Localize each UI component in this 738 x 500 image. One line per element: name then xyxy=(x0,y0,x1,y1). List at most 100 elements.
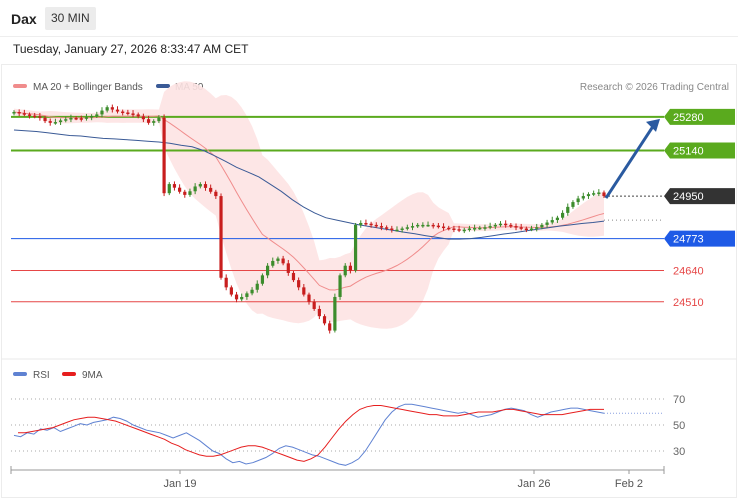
candle xyxy=(400,226,404,233)
symbol-title: Dax xyxy=(11,11,37,27)
candle xyxy=(566,203,570,216)
candle xyxy=(152,119,156,126)
candle xyxy=(457,225,461,233)
candle xyxy=(167,182,171,196)
x-tick-label: Feb 2 xyxy=(615,478,643,490)
candle xyxy=(240,293,244,302)
candle xyxy=(136,112,140,119)
candle xyxy=(462,227,466,234)
candle xyxy=(188,188,192,197)
candle xyxy=(348,262,353,274)
candle xyxy=(22,109,26,117)
candle xyxy=(338,273,342,300)
candle xyxy=(322,314,327,326)
candle xyxy=(291,271,296,283)
candle xyxy=(441,223,446,231)
chart-header: Dax 30 MIN xyxy=(0,0,738,37)
candle xyxy=(12,110,16,116)
candle xyxy=(592,190,596,197)
candle xyxy=(38,112,42,121)
candle xyxy=(410,222,415,231)
candle xyxy=(436,222,440,229)
candle xyxy=(203,181,208,191)
candle xyxy=(193,183,197,195)
bollinger-band xyxy=(14,81,604,329)
candle xyxy=(90,114,94,121)
candle xyxy=(467,225,472,232)
level-tag-24950 xyxy=(664,188,735,205)
candle xyxy=(478,225,482,230)
candle xyxy=(48,118,52,126)
candle xyxy=(529,225,534,232)
candle xyxy=(571,200,575,209)
rsi-level-label-50: 50 xyxy=(673,420,685,432)
ma50-line xyxy=(13,129,605,240)
candle xyxy=(121,109,125,116)
candle xyxy=(359,220,363,228)
candle xyxy=(498,221,503,227)
candle xyxy=(509,222,513,229)
rsi-ma-legend-swatch xyxy=(62,372,76,376)
candle xyxy=(271,257,275,268)
candle xyxy=(115,106,120,114)
candle xyxy=(157,115,161,124)
candle xyxy=(488,222,492,230)
rsi-line xyxy=(13,403,605,466)
candle xyxy=(224,274,228,291)
candle xyxy=(416,222,420,229)
candle xyxy=(53,118,58,125)
candle xyxy=(431,222,435,229)
candle xyxy=(234,291,239,303)
level-tag-25140 xyxy=(664,142,735,159)
x-tick-label: Jan 19 xyxy=(163,478,196,490)
timeframe-button[interactable]: 30 MIN xyxy=(45,7,96,30)
candle xyxy=(555,215,560,223)
candle xyxy=(100,107,104,118)
candle xyxy=(524,226,528,233)
candle xyxy=(493,222,497,229)
rsi-level-label-30: 30 xyxy=(673,446,685,458)
candle xyxy=(473,224,477,232)
candle xyxy=(504,220,508,228)
ma50-legend-swatch xyxy=(156,84,170,88)
candle xyxy=(353,222,358,273)
candle xyxy=(390,225,394,233)
candle xyxy=(27,112,32,119)
level-label-24510: 24510 xyxy=(673,297,704,309)
candle xyxy=(69,114,73,123)
forecast-arrow xyxy=(604,123,656,199)
candle xyxy=(602,190,606,198)
candle xyxy=(141,113,145,123)
candle xyxy=(17,109,21,117)
level-tag-24773 xyxy=(664,230,735,247)
candle xyxy=(209,184,213,194)
candle xyxy=(374,222,378,229)
candle xyxy=(514,223,518,231)
candle xyxy=(229,285,233,297)
candle xyxy=(395,226,399,232)
rsi-ma-legend-label: 9MA xyxy=(82,370,103,381)
rsi-legend-label: RSI xyxy=(33,370,50,381)
candle xyxy=(545,219,549,228)
candle xyxy=(369,221,373,228)
candle xyxy=(172,181,177,191)
candle xyxy=(597,189,601,197)
candle xyxy=(33,112,37,119)
candle xyxy=(105,105,109,113)
candle xyxy=(426,221,430,227)
candle xyxy=(550,216,554,225)
candle xyxy=(328,320,332,334)
candle xyxy=(560,210,565,220)
candle xyxy=(255,280,259,293)
ma20-legend-label: MA 20 + Bollinger Bands xyxy=(33,82,143,93)
rsi-legend-swatch xyxy=(13,372,27,376)
candle xyxy=(84,113,89,121)
candle xyxy=(265,263,270,279)
candle xyxy=(198,182,202,189)
candle xyxy=(250,287,254,296)
candle xyxy=(576,195,580,205)
datetime-label: Tuesday, January 27, 2026 8:33:47 AM CET xyxy=(13,42,249,56)
candle xyxy=(146,115,151,125)
candle xyxy=(312,299,316,311)
